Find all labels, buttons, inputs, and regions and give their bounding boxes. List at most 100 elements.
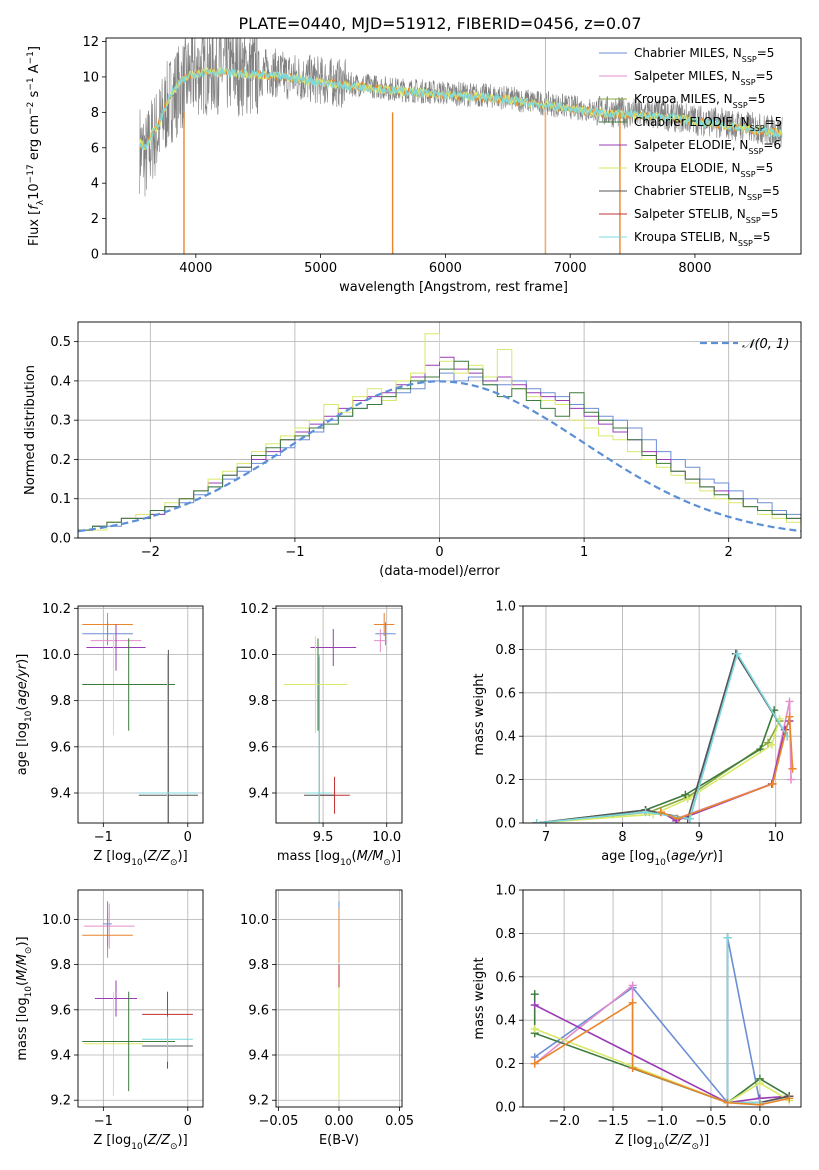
legend-model: Kroupa STELIB, N [634,230,738,244]
x-tick-label: 0 [184,1114,192,1129]
weight-marker [532,819,541,823]
x-axis-label: Z [log10(Z/Z⊙)] [615,1133,709,1152]
label-part: age [log [15,722,30,775]
x-axis-label: Z [log10(Z/Z⊙)] [93,1133,187,1152]
label-part: )] [178,849,188,864]
legend-entry: Salpeter STELIB, NSSP=5 [634,207,778,225]
label-part: −2 [26,102,36,115]
weight-marker [785,1094,794,1103]
weight-marker [530,1059,539,1068]
legend-sub: SSP [738,239,753,248]
y-tick-label: 9.6 [50,1003,71,1018]
x-tick-label: 9.5 [313,830,334,845]
legend-entry: Chabrier ELODIE, NSSP=5 [634,115,782,133]
y-tick-label: 1.0 [495,884,516,899]
figure-title: PLATE=0440, MJD=51912, FIBERID=0456, z=0… [238,14,641,33]
label-part: Z [log [615,1133,653,1148]
legend-entry: Chabrier MILES, NSSP=5 [634,46,774,64]
label-part: age/yr [15,662,30,705]
label-part: ( [664,1133,669,1148]
weight-marker [641,808,650,817]
plot-area [139,38,783,254]
label-part: Z/Z [668,1133,692,1148]
x-tick-label: −1.0 [646,1114,678,1129]
weight-marker [530,1001,539,1010]
legend-entry: Salpeter ELODIE, NSSP=6 [634,138,781,156]
legend-sub: SSP [750,124,765,133]
x-tick-label: −2 [141,545,160,560]
label-part: )] [391,849,401,864]
y-axis-label: Flux [fλ10−17 erg cm−2 s−1 A−1] [26,46,46,246]
legend-sub: SSP [742,55,757,64]
y-tick-label: 0.2 [495,1057,516,1072]
label-part: −1 [26,51,36,64]
x-tick-label: −1 [94,1114,113,1129]
label-part: ⊙ [170,1142,178,1152]
axes-frame [275,605,403,824]
y-tick-label: 8 [91,106,99,121]
weight-marker [755,1100,764,1107]
legend-model: Salpeter STELIB, N [634,207,746,221]
weight-marker [681,790,690,799]
y-tick-label: 12 [82,35,99,50]
legend-model: Chabrier ELODIE, N [634,115,750,129]
label-part: ( [15,981,30,986]
label-part: )] [699,1133,709,1148]
errorbar-point [103,901,112,947]
x-tick-label: −1 [94,830,113,845]
legend-entry: Chabrier STELIB, NSSP=5 [634,184,780,202]
x-tick-label: 8 [618,830,626,845]
x-tick-label: 4000 [179,261,212,276]
label-part: ( [15,706,30,711]
panel-age_vs_Z: −1 09.49.69.810.010.2Z [log10(Z/Z⊙)]age [… [15,602,204,868]
legend-count: =5 [761,207,779,221]
weight-series-line [534,1004,790,1104]
legend-model: Kroupa MILES, N [634,92,733,106]
y-tick-label: 0.0 [495,1101,516,1116]
y-tick-label: 9.6 [248,740,269,755]
plot-area [82,901,193,1096]
x-axis-label: age [log10(age/yr)] [601,849,723,868]
x-tick-label: 10 [767,830,784,845]
label-part: erg cm [27,115,42,164]
legend-count: =5 [762,184,780,198]
histogram-series [78,360,801,538]
y-axis-label: mass weight [472,957,487,1039]
label-part: ⊙ [170,858,178,868]
errorbar-point [142,1016,193,1062]
x-axis-label: Z [log10(Z/Z⊙)] [93,849,187,868]
y-tick-label: 0.5 [50,335,71,350]
errorbar-point [82,622,133,646]
x-tick-label: 1 [580,545,588,560]
panel-age_vs_mass: 9.5 10.0 9.4 9.6 9.8 10.0 10.2 mass [log10(M/M⊙… [240,602,403,868]
label-part: 10 [340,858,352,868]
x-tick-label: −1.5 [597,1114,629,1129]
label-part: Flux [ [27,210,42,246]
label-part: mass [log [15,997,30,1060]
x-tick-label: 0 [435,545,443,560]
weight-marker [733,649,742,658]
label-part: age [log [601,849,654,864]
x-tick-label: 7000 [554,261,587,276]
x-tick-label: 8000 [678,261,711,276]
y-tick-label: 0.3 [50,414,71,429]
label-part: E(B-V) [319,1133,359,1148]
weight-marker [656,808,665,817]
y-axis-label: mass [log10(M/M⊙)] [15,936,34,1060]
plot-area [78,333,801,538]
weight-marker [530,1024,539,1033]
panel-mass_vs_ebv: −0.05 0.00 0.05 9.2 9.4 9.6 9.8 10.0 E(B-V) [240,889,414,1148]
y-tick-label: 9.2 [50,1094,71,1109]
legend-entry: Kroupa ELODIE, NSSP=5 [634,161,773,179]
legend-count: =5 [753,230,771,244]
legend-entry: 𝒩(0, 1) [742,337,789,352]
weight-series-line [534,1001,790,1106]
legend-sub: SSP [741,78,756,87]
x-tick-label: −0.05 [259,1114,299,1129]
y-tick-label: 6 [91,141,99,156]
legend-model: Kroupa ELODIE, N [634,161,741,175]
label-part: s [27,90,42,101]
y-tick-label: 9.8 [248,694,269,709]
label-part: 10 [654,858,666,868]
legend-count: =5 [765,115,783,129]
